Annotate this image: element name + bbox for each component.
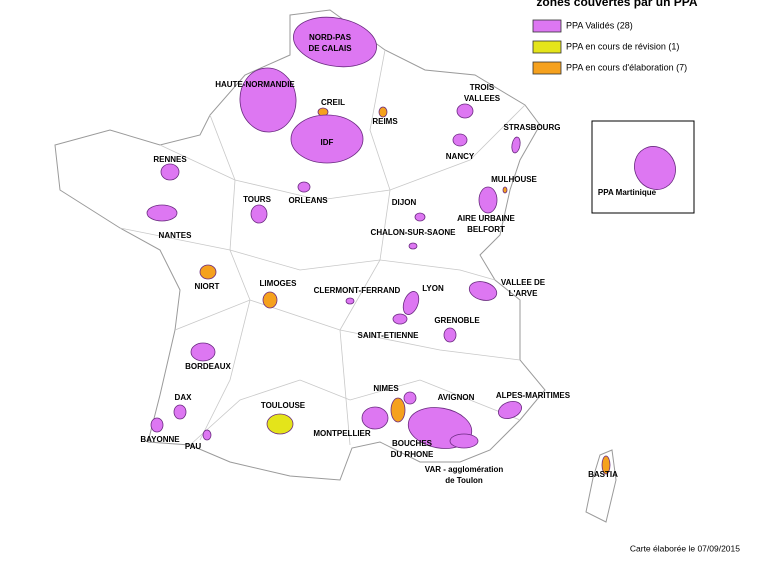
place-label: TOURS: [243, 195, 272, 204]
place-label: RENNES: [153, 155, 187, 164]
region-border: [119, 227, 496, 281]
legend-label: PPA Validés (28): [566, 20, 633, 30]
zone: [403, 391, 417, 405]
place-label: NIMES: [373, 384, 399, 393]
place-label: LIMOGES: [260, 279, 298, 288]
zone: [392, 313, 408, 325]
place-label: SAINT-ETIENNE: [358, 331, 420, 340]
legend-swatch: [532, 19, 562, 33]
place-label: TOULOUSE: [261, 401, 306, 410]
zone: [601, 455, 611, 475]
place-label: MONTPELLIER: [313, 429, 371, 438]
zone: [150, 417, 164, 433]
region-border: [174, 299, 521, 361]
zone: [266, 413, 294, 435]
zone: [452, 133, 468, 147]
place-label: AIRE URBAINE: [457, 214, 515, 223]
zone: [497, 401, 523, 419]
place-label: AVIGNON: [438, 393, 475, 402]
zone: [378, 106, 388, 118]
zone: [173, 404, 187, 420]
zone: [478, 186, 498, 214]
region-border: [189, 379, 521, 446]
place-label: HAUTE-NORMANDIE: [215, 80, 295, 89]
place-label: VAR - agglomération: [425, 465, 504, 474]
legend-swatch: [532, 40, 562, 54]
legend-label: PPA en cours de révision (1): [566, 41, 679, 51]
zone: [190, 342, 216, 362]
place-label: DIJON: [392, 198, 417, 207]
place-label: MULHOUSE: [491, 175, 537, 184]
legend-label: PPA en cours d'élaboration (7): [566, 62, 687, 72]
place-label: STRASBOURG: [504, 123, 561, 132]
zone: [449, 433, 479, 449]
zone: [511, 136, 521, 154]
zone: [390, 397, 406, 423]
zone: [160, 163, 180, 181]
zone: [402, 291, 420, 315]
zone: [262, 291, 278, 309]
place-label: BAYONNE: [140, 435, 180, 444]
place-label: LYON: [422, 284, 444, 293]
zone: [293, 16, 377, 68]
map-title: zones couvertes par un PPA: [536, 0, 697, 9]
zone: [199, 264, 217, 280]
place-label: PAU: [185, 442, 202, 451]
place-label: NORD-PAS: [309, 33, 352, 42]
place-label: NIORT: [195, 282, 220, 291]
zone: [443, 327, 457, 343]
zone: [345, 297, 355, 305]
region-border: [339, 49, 391, 446]
place-label: BELFORT: [467, 225, 505, 234]
place-label: L'ARVE: [509, 289, 539, 298]
place-label: REIMS: [372, 117, 398, 126]
zone: [250, 204, 268, 224]
corsica-outline: [585, 449, 617, 523]
place-label: CHALON-SUR-SAONE: [371, 228, 457, 237]
place-label: de Toulon: [445, 476, 483, 485]
place-label: NANCY: [446, 152, 475, 161]
zone: [634, 146, 676, 190]
region-border: [199, 114, 251, 441]
zones: [146, 16, 676, 475]
place-label: PPA Martinique: [598, 188, 657, 197]
zone: [297, 181, 311, 193]
zone: [408, 242, 418, 250]
legend-swatch: [532, 61, 562, 75]
zone: [202, 429, 212, 441]
zone: [414, 212, 426, 222]
place-label: DAX: [175, 393, 193, 402]
zone: [146, 204, 178, 222]
labels: NORD-PAS DE CALAIS HAUTE-NORMANDIE CREIL REI…: [140, 33, 656, 485]
place-label: CREIL: [321, 98, 345, 107]
place-label: TROIS: [470, 83, 495, 92]
zone: [290, 114, 364, 164]
place-label: NANTES: [159, 231, 193, 240]
france-outline: [54, 9, 546, 481]
footer: Carte élaborée le 07/09/2015: [630, 543, 740, 553]
zone: [468, 281, 498, 301]
place-label: DU RHONE: [391, 450, 434, 459]
zone: [456, 103, 474, 119]
place-label: GRENOBLE: [434, 316, 480, 325]
region-border: [159, 104, 526, 201]
place-label: CLERMONT-FERRAND: [314, 286, 401, 295]
place-label: VALLEES: [464, 94, 501, 103]
place-label: BASTIA: [588, 470, 618, 479]
zone: [502, 186, 508, 194]
place-label: BOUCHES: [392, 439, 433, 448]
place-label: DE CALAIS: [308, 44, 352, 53]
place-label: VALLEE DE: [501, 278, 546, 287]
place-label: IDF: [321, 138, 334, 147]
zone: [361, 406, 389, 430]
zone: [239, 67, 297, 133]
martinique-box: [591, 120, 695, 214]
place-label: ORLEANS: [288, 196, 328, 205]
place-label: BORDEAUX: [185, 362, 231, 371]
place-label: ALPES-MARITIMES: [496, 391, 571, 400]
